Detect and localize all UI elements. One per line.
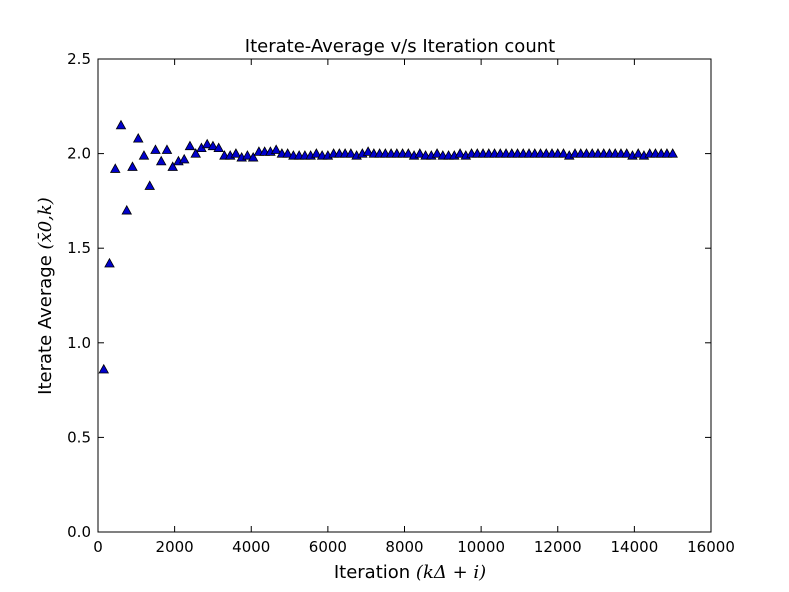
data-point-triangle xyxy=(311,148,322,158)
chart-title: Iterate-Average v/s Iteration count xyxy=(245,36,555,57)
x-axis-label-text: Iteration xyxy=(334,562,410,583)
data-point-triangle xyxy=(558,148,569,158)
data-point-triangle xyxy=(403,148,414,158)
y-tick-label: 1.0 xyxy=(67,334,91,352)
data-point-triangle xyxy=(454,148,466,158)
data-point-triangle xyxy=(138,150,150,160)
data-point-triangle xyxy=(242,150,253,160)
x-tick-label: 0 xyxy=(93,538,103,556)
x-axis-label-math: (kΔ + i) xyxy=(416,562,486,583)
data-point-triangle xyxy=(150,144,161,154)
data-point-triangle xyxy=(362,146,374,156)
data-point-triangle xyxy=(104,257,115,268)
data-point-triangle xyxy=(345,148,357,158)
plot-area xyxy=(97,58,712,533)
data-points xyxy=(98,119,678,374)
x-tick-label: 8000 xyxy=(385,538,423,556)
data-point-triangle xyxy=(247,151,259,162)
data-point-triangle xyxy=(144,180,156,190)
data-point-triangle xyxy=(207,140,219,151)
data-point-triangle xyxy=(230,148,242,158)
data-point-triangle xyxy=(121,204,133,215)
data-point-triangle xyxy=(184,140,196,151)
data-point-triangle xyxy=(167,161,178,171)
data-point-triangle xyxy=(98,363,110,374)
data-point-triangle xyxy=(282,148,293,158)
data-point-triangle xyxy=(109,163,121,173)
data-point-triangle xyxy=(632,148,644,158)
x-tick-label: 16000 xyxy=(687,538,735,556)
y-axis-label-math: (x̄0,k) xyxy=(35,197,56,249)
x-tick-label: 2000 xyxy=(156,538,194,556)
data-point-triangle xyxy=(127,161,138,171)
data-point-triangle xyxy=(115,119,127,130)
data-point-triangle xyxy=(161,144,173,154)
x-axis-ticks: 0 2000 4000 6000 8000 10000 12000 14000 16000 xyxy=(93,59,735,556)
y-axis-ticks: 0.0 0.5 1.0 1.5 2.0 2.5 xyxy=(67,50,711,541)
data-point-triangle xyxy=(190,148,201,158)
data-point-triangle xyxy=(667,148,678,158)
x-axis-label: Iteration (kΔ + i) xyxy=(334,562,486,583)
data-point-triangle xyxy=(414,148,426,158)
y-tick-label: 2.5 xyxy=(67,50,91,68)
x-tick-label: 10000 xyxy=(457,538,505,556)
data-point-triangle xyxy=(621,148,632,158)
y-tick-label: 2.0 xyxy=(67,145,91,163)
y-tick-label: 1.5 xyxy=(67,239,91,257)
data-point-triangle xyxy=(132,133,144,143)
x-tick-label: 14000 xyxy=(611,538,659,556)
data-point-triangle xyxy=(270,144,282,154)
y-tick-label: 0.5 xyxy=(67,428,91,446)
x-tick-label: 6000 xyxy=(309,538,347,556)
data-point-triangle xyxy=(431,148,443,158)
data-point-triangle xyxy=(213,142,224,153)
data-point-triangle xyxy=(201,138,213,149)
y-axis-label-text: Iterate Average xyxy=(35,255,56,395)
y-axis-label: Iterate Average (x̄0,k) xyxy=(35,197,56,395)
x-tick-label: 4000 xyxy=(232,538,270,556)
data-point-triangle xyxy=(178,153,190,164)
y-tick-label: 0.0 xyxy=(67,523,91,541)
x-tick-label: 12000 xyxy=(534,538,582,556)
data-point-triangle xyxy=(155,155,167,166)
